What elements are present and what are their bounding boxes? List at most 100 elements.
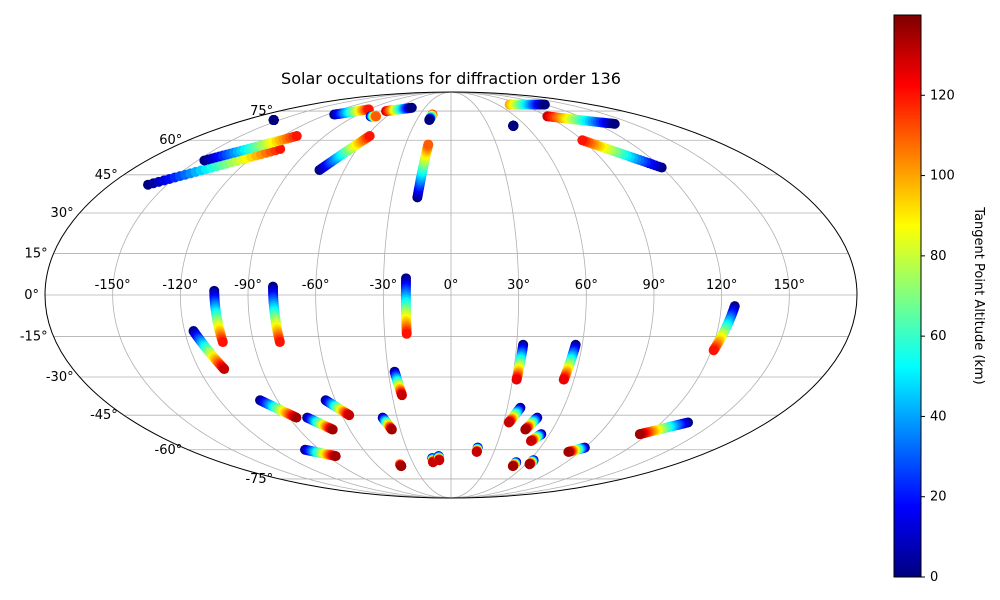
occultation-track	[508, 120, 519, 131]
occultation-track	[504, 99, 550, 110]
occultation-track	[708, 301, 740, 356]
colorbar-tick-label: 60	[930, 329, 947, 344]
track-point	[577, 135, 588, 146]
track-point	[609, 118, 620, 129]
track-point	[503, 417, 514, 428]
occultation-tracks	[143, 99, 740, 472]
track-point	[508, 120, 519, 131]
latitude-tick-label: 30°	[51, 206, 74, 221]
colorbar-label: Tangent Point Altitude (km)	[971, 206, 986, 384]
longitude-tick-label: -30°	[369, 278, 397, 293]
longitude-tick-label: 60°	[575, 278, 598, 293]
occultation-track	[365, 111, 382, 122]
colorbar-gradient	[893, 14, 922, 578]
occultation-track	[520, 412, 543, 435]
track-point	[219, 364, 230, 375]
track-point	[563, 446, 574, 457]
track-point	[471, 446, 482, 457]
latitude-tick-label: -15°	[20, 330, 48, 345]
occultation-track	[199, 130, 302, 166]
track-point	[507, 461, 518, 472]
occultation-track	[412, 139, 434, 203]
occultation-track	[524, 455, 539, 470]
longitude-tick-labels: -150° -120° -90° -60° -30° 0° 30° 60° 90° 120° 150…	[95, 278, 805, 293]
colorbar-tick-label: 0	[930, 570, 938, 585]
track-point	[371, 111, 382, 122]
occultation-track	[542, 111, 620, 129]
occultation-track	[255, 395, 302, 423]
track-point	[511, 374, 522, 385]
track-point	[217, 337, 228, 348]
colorbar-tick-label: 120	[930, 88, 955, 103]
occultation-track	[209, 285, 228, 348]
track-point	[406, 102, 417, 113]
longitude-tick-label: 150°	[774, 278, 805, 293]
track-point	[344, 410, 355, 421]
track-point	[364, 130, 375, 141]
latitude-tick-label: 75°	[250, 104, 273, 119]
occultation-track	[377, 412, 397, 435]
track-point	[396, 461, 407, 472]
occultation-track	[577, 135, 667, 173]
longitude-tick-label: -90°	[234, 278, 262, 293]
latitude-tick-label: 60°	[159, 133, 182, 148]
occultation-track	[188, 326, 230, 375]
track-point	[291, 412, 302, 423]
latitude-tick-label: -30°	[46, 370, 74, 385]
track-point	[520, 424, 531, 435]
track-point	[275, 144, 286, 155]
track-point	[327, 424, 338, 435]
occultation-track	[320, 395, 355, 421]
occultation-track	[558, 339, 581, 385]
latitude-tick-label: -45°	[90, 408, 118, 423]
occultation-track	[314, 130, 375, 175]
track-point	[291, 130, 302, 141]
track-point	[708, 345, 719, 356]
track-point	[434, 455, 445, 466]
track-point	[396, 390, 407, 401]
latitude-tick-label: -75°	[245, 472, 273, 487]
occultation-track	[424, 109, 438, 126]
track-point	[423, 139, 434, 150]
occultation-track	[302, 412, 338, 435]
colorbar: 0 20 40 60 80 100 120 Tangent Point Altitude (…	[893, 14, 986, 585]
longitude-tick-label: 30°	[507, 278, 530, 293]
occultation-track	[525, 429, 547, 446]
latitude-tick-label: 0°	[24, 288, 39, 303]
graticule	[45, 92, 857, 498]
occultation-track	[503, 402, 526, 428]
occultation-track	[507, 457, 522, 472]
track-point	[525, 435, 536, 446]
occultation-track	[268, 115, 279, 126]
colorbar-tick-label: 100	[930, 169, 955, 184]
track-point	[524, 459, 535, 470]
track-point	[634, 429, 645, 440]
track-point	[274, 337, 285, 348]
track-point	[539, 99, 550, 110]
occultation-track	[381, 102, 417, 117]
latitude-tick-label: 45°	[95, 168, 118, 183]
occultation-track	[394, 459, 407, 472]
occultation-track	[300, 444, 341, 462]
colorbar-tick-label: 20	[930, 490, 947, 505]
latitude-tick-label: 15°	[25, 246, 48, 261]
occultation-track	[471, 442, 483, 457]
track-point	[401, 328, 412, 339]
longitude-tick-label: -60°	[302, 278, 330, 293]
occultation-track	[389, 366, 407, 401]
chart-title: Solar occultations for diffraction order…	[281, 69, 621, 88]
track-point	[424, 115, 435, 126]
track-point	[268, 115, 279, 126]
longitude-tick-label: 90°	[642, 278, 665, 293]
map-boundary	[44, 91, 858, 499]
longitude-tick-label: 120°	[706, 278, 737, 293]
occultation-track	[400, 273, 412, 339]
longitude-tick-label: -150°	[95, 278, 131, 293]
longitude-tick-label: 0°	[444, 278, 459, 293]
latitude-tick-label: -60°	[155, 443, 183, 458]
colorbar-tick-label: 40	[930, 409, 947, 424]
track-point	[386, 424, 397, 435]
occultation-track	[563, 442, 590, 457]
occultation-track	[267, 281, 285, 348]
